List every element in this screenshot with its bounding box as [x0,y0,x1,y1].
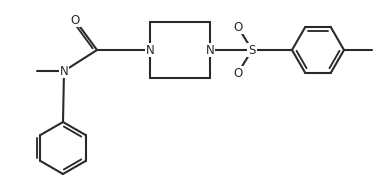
Text: N: N [205,44,214,57]
Text: O: O [233,20,243,33]
Text: N: N [60,65,68,78]
Text: N: N [146,44,154,57]
Text: O: O [233,67,243,79]
Text: O: O [70,14,79,26]
Text: S: S [248,44,256,57]
